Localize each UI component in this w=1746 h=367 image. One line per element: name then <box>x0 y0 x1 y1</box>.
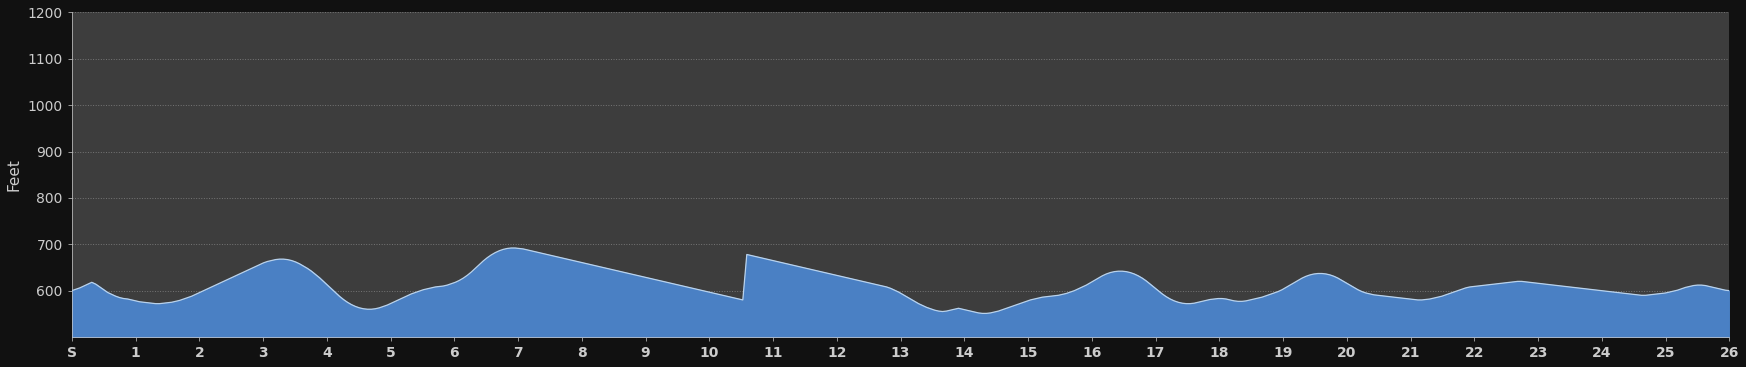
Y-axis label: Feet: Feet <box>7 158 23 191</box>
